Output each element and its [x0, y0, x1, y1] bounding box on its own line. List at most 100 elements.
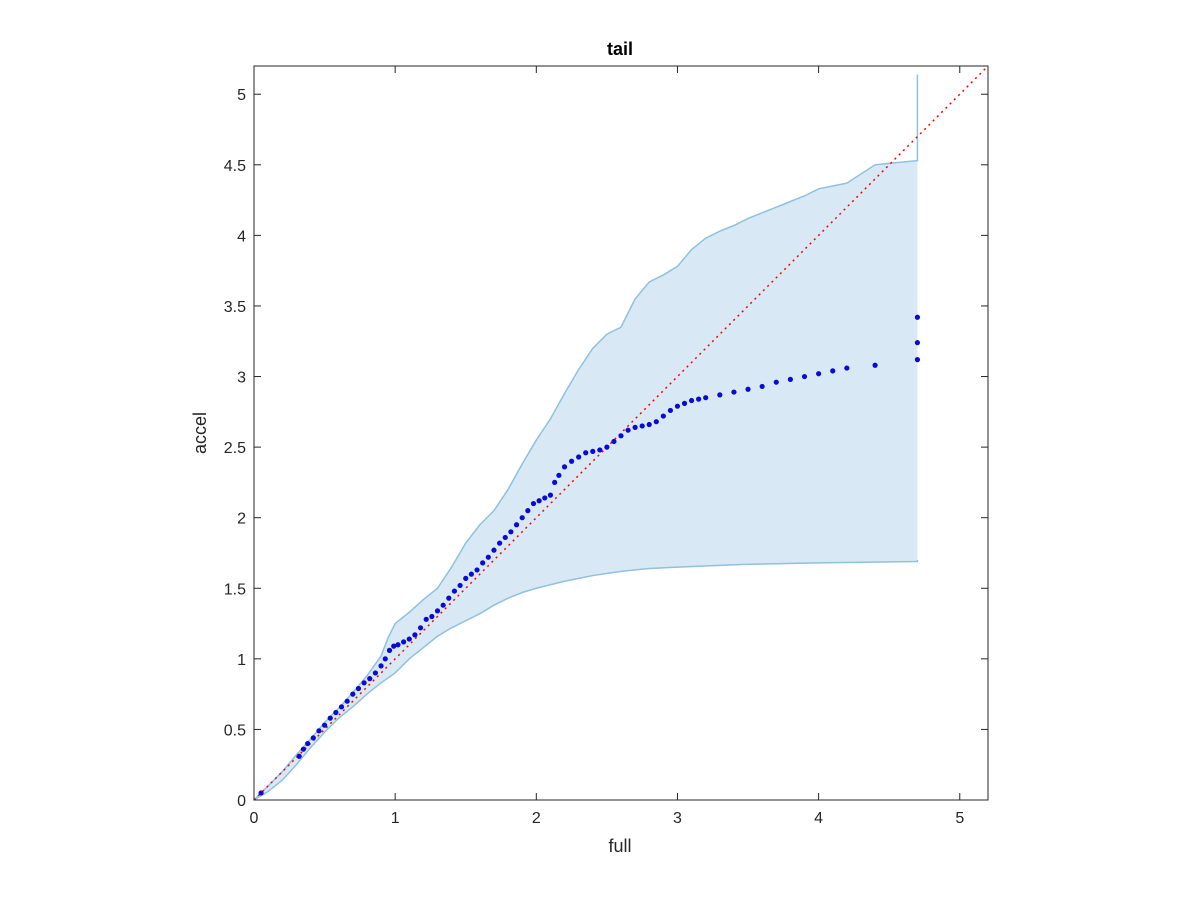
data-point — [446, 595, 452, 601]
data-point — [561, 464, 568, 470]
data-point — [367, 676, 373, 682]
data-point — [406, 636, 412, 642]
data-point — [556, 472, 562, 478]
data-point — [344, 698, 350, 704]
x-tick-label: 1 — [391, 810, 400, 827]
data-point — [703, 395, 709, 401]
data-point — [440, 602, 446, 608]
data-point — [759, 383, 765, 390]
band-lower-edge — [253, 560, 919, 801]
y-tick-label: 5 — [237, 87, 246, 104]
data-point — [576, 454, 582, 460]
data-point — [583, 450, 589, 456]
data-point — [361, 680, 367, 686]
data-point — [914, 340, 921, 346]
data-point — [502, 534, 508, 541]
data-point — [597, 447, 603, 453]
data-point — [844, 365, 850, 371]
data-point — [258, 790, 264, 796]
y-tick-label: 2 — [237, 511, 246, 528]
x-tick-label: 3 — [673, 810, 682, 827]
data-point — [632, 424, 638, 430]
data-point — [412, 632, 418, 638]
data-point — [830, 368, 836, 374]
data-point — [542, 495, 548, 501]
y-tick-label: 0 — [237, 793, 246, 810]
data-point — [321, 722, 328, 728]
x-tick-label: 5 — [955, 810, 964, 827]
data-point — [327, 715, 333, 721]
axes-box — [253, 65, 989, 801]
data-point — [639, 423, 645, 429]
y-tick-label: 4 — [237, 228, 246, 245]
y-tick-label: 2.5 — [224, 440, 246, 457]
x-tick-label: 0 — [250, 810, 259, 827]
data-point — [745, 386, 751, 392]
data-point — [395, 642, 401, 648]
data-point — [434, 608, 441, 614]
data-point — [355, 685, 362, 692]
data-point — [378, 663, 384, 669]
data-point — [338, 704, 345, 710]
x-axis-label: full — [608, 836, 631, 856]
data-point — [485, 554, 491, 560]
data-point — [305, 740, 311, 747]
data-point — [653, 419, 659, 425]
data-point — [300, 746, 307, 752]
data-point — [401, 639, 407, 645]
data-point — [468, 571, 474, 577]
data-point — [333, 709, 339, 716]
y-tick-label: 4.5 — [224, 158, 246, 175]
data-point — [547, 492, 554, 498]
confidence-band-fill — [254, 74, 918, 800]
band-upper-edge — [253, 74, 919, 801]
data-point — [491, 547, 497, 553]
data-point — [372, 670, 378, 676]
data-point — [681, 400, 688, 406]
data-point — [914, 314, 921, 320]
data-point — [497, 540, 503, 546]
data-point — [525, 508, 531, 514]
y-tick-label: 3.5 — [224, 299, 246, 316]
data-point — [604, 444, 610, 450]
data-point — [451, 588, 458, 594]
data-point — [568, 458, 575, 464]
data-point — [463, 575, 469, 581]
data-point — [391, 643, 397, 649]
data-point — [423, 616, 429, 622]
data-point — [618, 433, 624, 439]
y-tick-label: 3 — [237, 370, 246, 387]
data-point — [787, 376, 793, 382]
data-point — [801, 373, 808, 380]
data-point — [519, 515, 525, 521]
x-tick-label: 4 — [814, 810, 823, 827]
data-point — [508, 529, 514, 535]
data-point — [386, 647, 393, 653]
data-point — [717, 392, 723, 398]
data-point — [688, 397, 695, 404]
chart-title: tail — [607, 39, 633, 59]
data-point — [872, 362, 878, 368]
reference-line — [253, 65, 989, 801]
data-point — [816, 371, 822, 377]
data-point — [417, 625, 424, 631]
data-point — [316, 728, 322, 734]
plot-area — [253, 65, 989, 801]
y-tick-label: 1.5 — [224, 581, 246, 598]
data-point — [660, 413, 666, 419]
data-point — [696, 396, 702, 402]
data-point — [310, 735, 316, 741]
data-point — [536, 498, 542, 504]
data-point — [773, 379, 779, 385]
data-point — [552, 479, 558, 486]
data-point — [457, 582, 463, 589]
data-point — [625, 427, 631, 433]
data-point — [480, 560, 486, 566]
data-point — [611, 438, 617, 445]
y-tick-label: 0.5 — [224, 722, 246, 739]
data-point — [474, 567, 480, 573]
data-point — [590, 448, 596, 454]
data-point — [667, 407, 674, 414]
y-tick-label: 1 — [237, 652, 246, 669]
